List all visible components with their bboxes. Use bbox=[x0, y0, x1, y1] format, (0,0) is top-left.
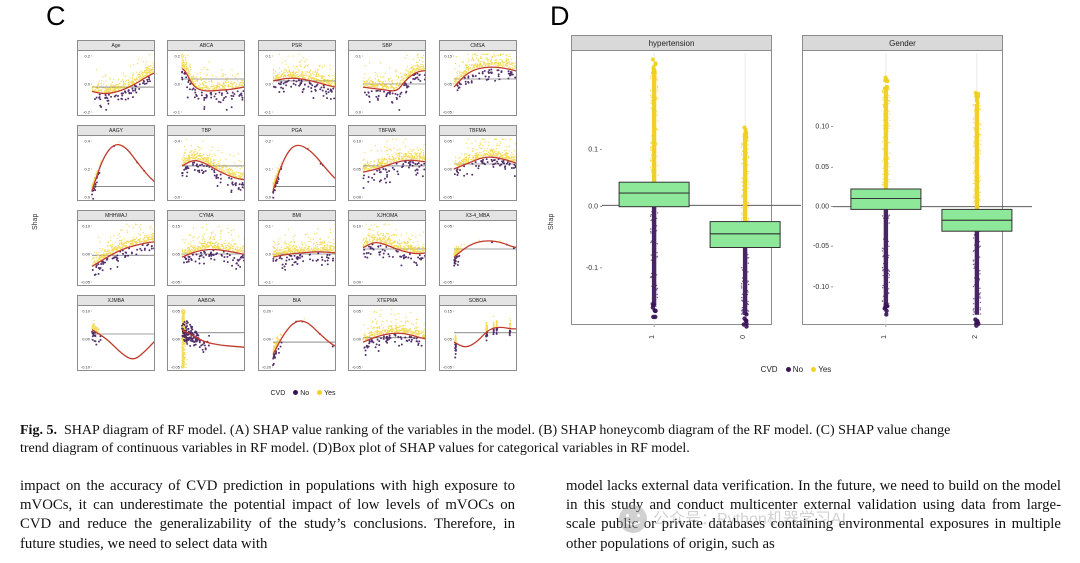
svg-text:0.00: 0.00 bbox=[82, 337, 91, 342]
svg-text:-0.05: -0.05 bbox=[171, 280, 181, 285]
svg-text:0.0: 0.0 bbox=[84, 82, 90, 87]
svg-text:0.1: 0.1 bbox=[265, 54, 271, 59]
svg-text:0.05: 0.05 bbox=[444, 82, 453, 87]
svg-text:0.10: 0.10 bbox=[82, 224, 91, 229]
svg-text:0.10: 0.10 bbox=[82, 309, 91, 314]
svg-text:-0.1: -0.1 bbox=[586, 265, 598, 272]
svg-text:2: 2 bbox=[972, 335, 979, 339]
svg-text:0.00: 0.00 bbox=[353, 195, 362, 200]
svg-text:0.0: 0.0 bbox=[265, 82, 271, 87]
svg-text:-0.05: -0.05 bbox=[442, 110, 452, 115]
svg-text:0.05: 0.05 bbox=[815, 164, 829, 171]
svg-text:0.2: 0.2 bbox=[84, 167, 90, 172]
svg-text:0.4: 0.4 bbox=[84, 139, 90, 144]
svg-text:0.0: 0.0 bbox=[588, 204, 598, 211]
svg-text:0.05: 0.05 bbox=[444, 139, 453, 144]
svg-text:0.05: 0.05 bbox=[173, 309, 182, 314]
svg-text:-0.1: -0.1 bbox=[264, 110, 272, 115]
svg-text:0.1: 0.1 bbox=[265, 167, 271, 172]
svg-text:0.1: 0.1 bbox=[588, 147, 598, 154]
svg-text:0.00: 0.00 bbox=[173, 337, 182, 342]
svg-text:0.0: 0.0 bbox=[265, 252, 271, 257]
svg-text:-0.1: -0.1 bbox=[173, 110, 181, 115]
svg-text:0.0: 0.0 bbox=[356, 110, 362, 115]
svg-text:-0.05: -0.05 bbox=[352, 365, 362, 370]
svg-text:0.15: 0.15 bbox=[173, 224, 182, 229]
svg-text:-0.05: -0.05 bbox=[442, 195, 452, 200]
svg-text:0.00: 0.00 bbox=[815, 204, 829, 211]
svg-text:0.2: 0.2 bbox=[84, 54, 90, 59]
svg-text:0.00: 0.00 bbox=[444, 167, 453, 172]
svg-text:-0.05: -0.05 bbox=[813, 243, 829, 250]
svg-text:-0.05: -0.05 bbox=[171, 365, 181, 370]
svg-text:0.1: 0.1 bbox=[356, 54, 362, 59]
svg-text:0: 0 bbox=[740, 335, 747, 339]
svg-text:0.00: 0.00 bbox=[353, 337, 362, 342]
svg-text:1: 1 bbox=[649, 335, 656, 339]
svg-text:0.0: 0.0 bbox=[175, 82, 181, 87]
svg-text:0.2: 0.2 bbox=[265, 139, 271, 144]
svg-text:0.05: 0.05 bbox=[444, 337, 453, 342]
svg-text:0.10: 0.10 bbox=[353, 224, 362, 229]
svg-text:0.2: 0.2 bbox=[175, 54, 181, 59]
svg-text:0.00: 0.00 bbox=[353, 280, 362, 285]
svg-text:0.20: 0.20 bbox=[263, 309, 272, 314]
svg-text:0.05: 0.05 bbox=[353, 167, 362, 172]
svg-text:-0.10: -0.10 bbox=[813, 284, 829, 291]
svg-text:0.0: 0.0 bbox=[175, 195, 181, 200]
svg-text:0.0: 0.0 bbox=[265, 195, 271, 200]
svg-text:0.05: 0.05 bbox=[353, 309, 362, 314]
svg-text:0.0: 0.0 bbox=[84, 195, 90, 200]
svg-text:0.05: 0.05 bbox=[444, 224, 453, 229]
svg-text:0.00: 0.00 bbox=[82, 252, 91, 257]
svg-text:0.00: 0.00 bbox=[263, 337, 272, 342]
svg-text:-0.05: -0.05 bbox=[81, 280, 91, 285]
svg-text:0.4: 0.4 bbox=[175, 139, 181, 144]
svg-text:0.10: 0.10 bbox=[353, 139, 362, 144]
svg-text:-0.10: -0.10 bbox=[81, 365, 91, 370]
svg-text:0.15: 0.15 bbox=[444, 309, 453, 314]
svg-text:0.15: 0.15 bbox=[444, 54, 453, 59]
svg-text:-0.2: -0.2 bbox=[83, 110, 91, 115]
svg-text:-0.20: -0.20 bbox=[262, 365, 272, 370]
svg-text:-0.05: -0.05 bbox=[442, 365, 452, 370]
svg-text:0.1: 0.1 bbox=[265, 224, 271, 229]
svg-text:-0.1: -0.1 bbox=[264, 280, 272, 285]
svg-text:-0.05: -0.05 bbox=[442, 280, 452, 285]
svg-text:1: 1 bbox=[881, 335, 888, 339]
svg-text:0.10: 0.10 bbox=[815, 123, 829, 130]
svg-text:0.05: 0.05 bbox=[173, 252, 182, 257]
